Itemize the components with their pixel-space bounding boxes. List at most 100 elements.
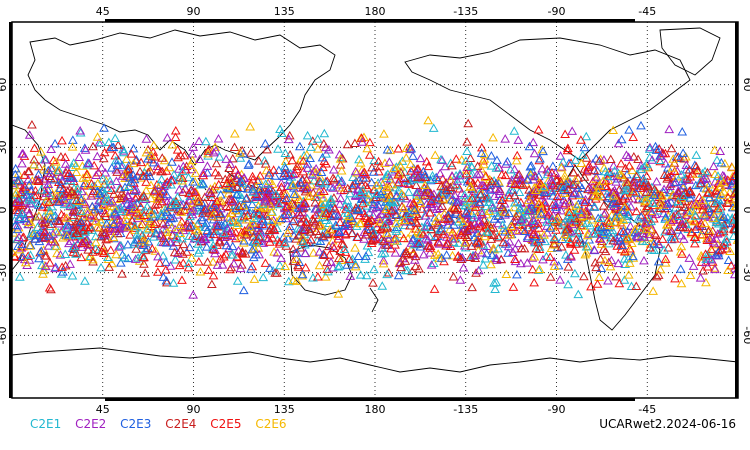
occultation-marker [12,169,21,179]
occultation-marker [398,203,409,212]
occultation-marker [609,217,620,226]
left-lat-tick-label: 60 [0,78,9,92]
occultation-marker [623,211,634,220]
occultation-marker [27,119,37,129]
legend-item-c2e4: C2E4 [165,417,197,431]
occultation-marker [161,189,172,199]
occultation-marker [511,211,522,221]
occultation-marker [466,161,477,170]
occultation-marker [203,148,213,158]
occultation-marker [598,244,609,253]
occultation-marker [298,199,309,208]
occultation-marker [639,161,650,171]
occultation-marker [171,196,181,206]
occultation-marker [405,244,416,254]
occultation-marker [639,193,650,203]
occultation-marker [641,187,652,196]
occultation-marker [598,176,608,185]
occultation-marker [696,257,707,266]
occultation-marker [260,179,271,188]
top-lon-tick-label: 90 [187,5,201,18]
occultation-marker [14,232,24,242]
occultation-marker [200,136,211,146]
occultation-marker [588,228,599,238]
occultation-marker [300,248,311,258]
occultation-marker [547,214,558,224]
occultation-marker [494,162,504,172]
right-lat-tick-label: 0 [741,207,750,214]
occultation-marker [609,166,620,175]
occultation-marker [148,232,159,241]
occultation-marker [302,130,313,140]
occultation-marker [190,168,201,177]
right-latitude-labels: 60300-30-60 [741,78,750,345]
occultation-marker [167,157,177,166]
occultation-marker [159,203,169,213]
occultation-marker [435,168,445,178]
occultation-marker [495,195,505,204]
occultation-marker [325,203,336,212]
occultation-marker [709,145,720,154]
occultation-marker [44,171,55,180]
occultation-marker [239,173,250,182]
occultation-marker [284,221,295,231]
occultation-marker [434,239,445,248]
occultation-marker [588,176,598,186]
occultation-marker [135,201,146,211]
occultation-marker [172,232,182,242]
occultation-marker [345,271,356,280]
occultation-marker [333,253,344,263]
occultation-marker [232,170,243,179]
occultation-marker [291,190,301,199]
occultation-marker [476,142,487,152]
occultation-marker [647,244,657,254]
occultation-marker [492,155,502,164]
occultation-marker [35,227,46,236]
occultation-marker [558,219,569,228]
occultation-marker [336,238,347,248]
occultation-marker [34,253,44,263]
occultation-marker [135,220,146,230]
occultation-marker [214,236,225,245]
occultation-marker [650,141,661,151]
occultation-marker [364,195,374,204]
occultation-marker [338,211,349,220]
occultation-marker [555,275,565,284]
occultation-marker [313,144,323,153]
occultation-marker [585,220,596,230]
occultation-marker [649,190,660,199]
occultation-marker [288,275,299,285]
occultation-marker [197,215,208,224]
occultation-marker [362,241,373,250]
occultation-marker [139,259,149,268]
occultation-marker [92,178,103,188]
occultation-marker [570,268,580,278]
occultation-marker [131,244,142,253]
occultation-marker [653,270,664,279]
occultation-marker [474,216,485,226]
occultation-marker [113,140,124,149]
occultation-marker [393,177,404,187]
occultation-marker [361,251,371,260]
occultation-marker [350,259,361,269]
occultation-marker [447,250,458,260]
occultation-marker [264,263,275,272]
occultation-marker [217,260,228,269]
occultation-marker [484,193,494,203]
occultation-marker [460,200,471,210]
occultation-marker [178,225,189,235]
occultation-marker [45,168,56,178]
occultation-marker [620,235,631,245]
occultation-marker [449,190,460,199]
occultation-marker [452,176,463,185]
occultation-marker [663,242,674,252]
occultation-marker [99,200,109,210]
occultation-marker [41,251,52,260]
occultation-marker [697,204,708,214]
occultation-marker [204,208,214,217]
occultation-marker [56,209,67,219]
occultation-marker [380,219,390,229]
occultation-marker [486,259,496,269]
occultation-marker [368,234,379,243]
occultation-marker [577,150,588,159]
